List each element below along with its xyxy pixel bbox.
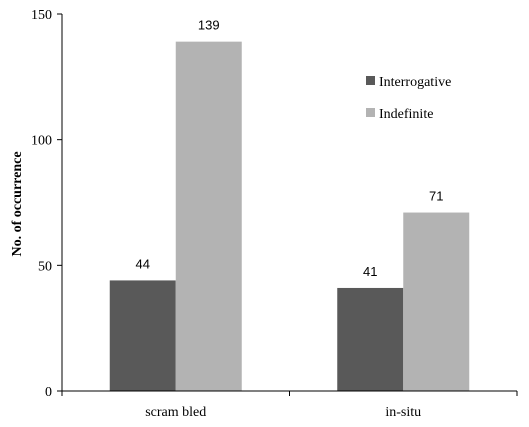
x-category-label: scram bled: [145, 405, 206, 420]
bars: 44 139 41 71: [61, 18, 518, 396]
bar-interrogative: [337, 287, 404, 391]
bar-value-label: 71: [429, 189, 443, 204]
legend-swatch: [366, 108, 375, 117]
bar-indefinite: [403, 212, 470, 391]
bar-value-label: 44: [136, 256, 150, 271]
legend-label: Indefinite: [379, 107, 433, 122]
x-category-label: in-situ: [385, 405, 421, 420]
y-tick-label: 50: [38, 259, 52, 274]
y-tick-label: 100: [31, 134, 52, 149]
bar-value-label: 41: [363, 264, 377, 279]
y-tick-label: 150: [31, 8, 52, 23]
y-axis: 0 50 100 150: [31, 8, 63, 400]
y-axis-title: No. of occurrence: [10, 151, 25, 256]
bar-indefinite: [175, 41, 242, 391]
legend-label: Interrogative: [379, 75, 451, 90]
legend: Interrogative Indefinite: [366, 75, 451, 122]
x-axis-labels: scram bled in-situ: [145, 405, 421, 420]
y-tick-label: 0: [45, 385, 52, 400]
legend-swatch: [366, 76, 375, 85]
bar-interrogative: [109, 280, 176, 391]
bar-value-label: 139: [198, 18, 220, 33]
